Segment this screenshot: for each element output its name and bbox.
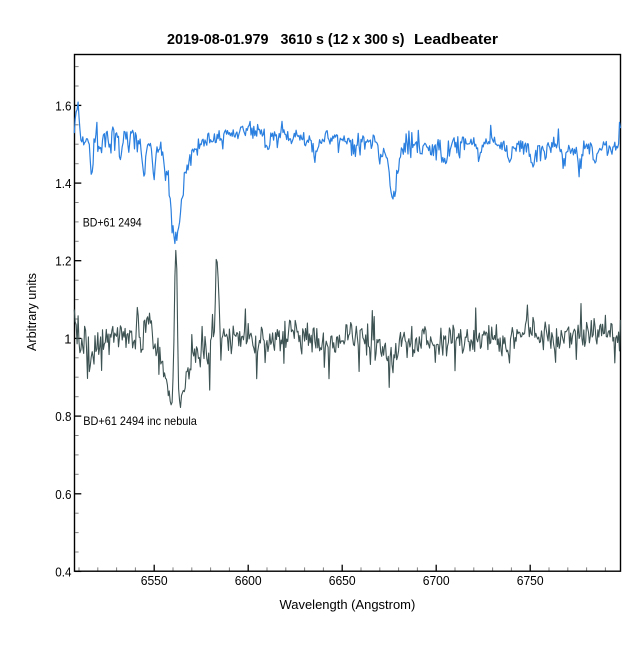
svg-text:1.2: 1.2 [55, 254, 71, 269]
svg-text:3610 s (12 x 300 s): 3610 s (12 x 300 s) [281, 31, 405, 48]
svg-text:0.4: 0.4 [55, 564, 71, 579]
svg-text:1.4: 1.4 [55, 176, 71, 191]
svg-text:Leadbeater: Leadbeater [414, 31, 498, 48]
svg-text:Arbitrary units: Arbitrary units [24, 273, 39, 351]
svg-text:Wavelength (Angstrom): Wavelength (Angstrom) [280, 597, 416, 612]
svg-text:6750: 6750 [517, 573, 544, 588]
svg-text:1.6: 1.6 [55, 98, 71, 113]
svg-text:2019-08-01.979: 2019-08-01.979 [167, 31, 269, 48]
svg-text:6600: 6600 [235, 573, 262, 588]
svg-text:6550: 6550 [141, 573, 168, 588]
svg-text:BD+61 2494: BD+61 2494 [83, 216, 142, 230]
svg-text:BD+61 2494 inc nebula: BD+61 2494 inc nebula [83, 414, 197, 428]
svg-text:6650: 6650 [329, 573, 356, 588]
svg-text:0.6: 0.6 [55, 487, 71, 502]
svg-text:0.8: 0.8 [55, 409, 71, 424]
svg-text:1: 1 [64, 331, 71, 346]
svg-text:6700: 6700 [423, 573, 450, 588]
